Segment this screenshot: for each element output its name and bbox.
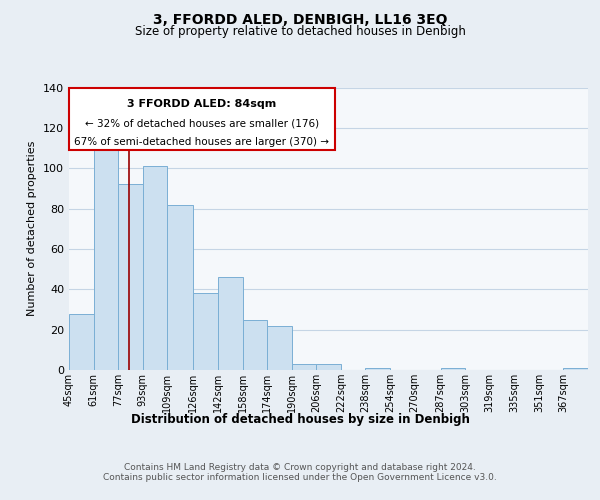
Text: Size of property relative to detached houses in Denbigh: Size of property relative to detached ho… — [134, 25, 466, 38]
Text: Contains public sector information licensed under the Open Government Licence v3: Contains public sector information licen… — [103, 474, 497, 482]
Text: Contains HM Land Registry data © Crown copyright and database right 2024.: Contains HM Land Registry data © Crown c… — [124, 462, 476, 471]
Text: Distribution of detached houses by size in Denbigh: Distribution of detached houses by size … — [131, 412, 469, 426]
Text: 3 FFORDD ALED: 84sqm: 3 FFORDD ALED: 84sqm — [127, 98, 277, 108]
Y-axis label: Number of detached properties: Number of detached properties — [28, 141, 37, 316]
Bar — [69, 88, 335, 150]
Bar — [292, 364, 316, 370]
Bar — [94, 146, 118, 370]
Bar — [440, 368, 465, 370]
Bar — [193, 294, 218, 370]
Text: 3, FFORDD ALED, DENBIGH, LL16 3EQ: 3, FFORDD ALED, DENBIGH, LL16 3EQ — [153, 12, 447, 26]
Bar — [69, 314, 94, 370]
Bar — [316, 364, 341, 370]
Bar — [267, 326, 292, 370]
Bar — [365, 368, 390, 370]
Bar — [118, 184, 143, 370]
Bar — [242, 320, 267, 370]
Bar — [563, 368, 588, 370]
Bar — [167, 204, 193, 370]
Bar — [143, 166, 167, 370]
Text: ← 32% of detached houses are smaller (176): ← 32% of detached houses are smaller (17… — [85, 119, 319, 129]
Text: 67% of semi-detached houses are larger (370) →: 67% of semi-detached houses are larger (… — [74, 137, 329, 147]
Bar — [218, 277, 242, 370]
